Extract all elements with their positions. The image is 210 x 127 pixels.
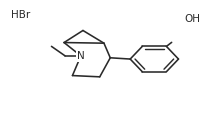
- Text: HBr: HBr: [10, 10, 30, 20]
- Text: N: N: [77, 51, 85, 61]
- Text: OH: OH: [185, 14, 201, 24]
